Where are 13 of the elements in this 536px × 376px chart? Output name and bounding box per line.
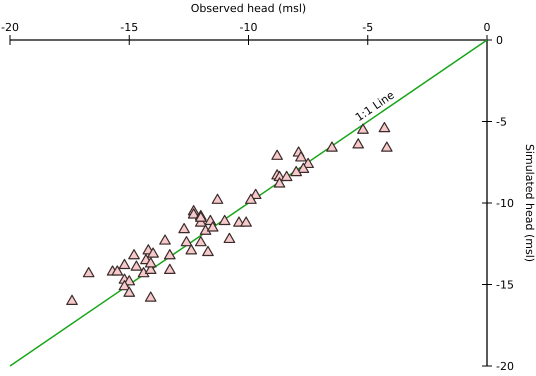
y-axis-title: Simulated head (msl) xyxy=(523,144,536,262)
annotation: 1:1 Line xyxy=(352,88,397,124)
y-tick-label: 0 xyxy=(496,34,503,47)
y-tick-label: -10 xyxy=(496,196,514,210)
x-tick-label: -15 xyxy=(120,21,138,34)
x-axis-title: Observed head (msl) xyxy=(190,2,306,15)
y-tick-label: -15 xyxy=(496,278,514,292)
y-tick-label: -5 xyxy=(496,115,507,128)
y-tick-label: -20 xyxy=(496,360,514,373)
x-tick-label: -5 xyxy=(362,21,374,34)
x-tick-label: 0 xyxy=(484,21,490,34)
x-tick-label: -20 xyxy=(1,21,19,34)
x-tick-label: -10 xyxy=(240,21,258,34)
